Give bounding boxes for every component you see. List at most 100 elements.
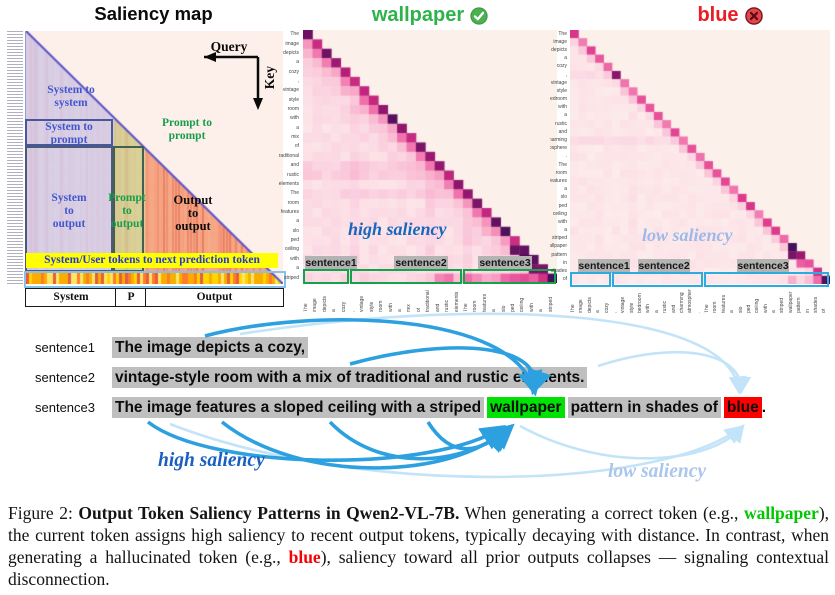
token-label: slo: [737, 306, 744, 313]
token-label: striped: [283, 274, 299, 281]
token-label: room: [287, 106, 299, 113]
region-label-prompt-to-output: Prompt to output: [108, 192, 146, 230]
token-label: a: [296, 218, 299, 225]
token-label: slo: [560, 194, 567, 201]
token-label: ,: [565, 71, 567, 78]
token-label: image: [553, 38, 567, 45]
token-label: depicts: [586, 297, 593, 313]
halluc-token-word: blue: [697, 4, 739, 26]
token-label: striped: [551, 235, 567, 242]
sentence-run-gray: The image depicts a cozy,: [112, 337, 309, 358]
token-label: a: [538, 309, 545, 312]
token-label: ped: [509, 303, 516, 312]
sentence1-row: sentence1 The image depicts a cozy,: [35, 336, 309, 359]
token-label: a: [564, 186, 567, 193]
region-label-system-to-prompt: System to prompt: [45, 121, 93, 146]
correct-group-box-sentence2: [350, 269, 462, 284]
schematic-title: Saliency map: [94, 3, 213, 24]
halluc-group-box-sentence3: [704, 272, 829, 287]
correct-heatmap: [303, 30, 557, 283]
token-label: with: [528, 303, 535, 312]
token-label: shades: [812, 296, 819, 313]
halluc-sentence3-tag: sentence3: [737, 259, 789, 273]
token-label: traditional: [425, 290, 432, 312]
token-label: room: [712, 301, 719, 313]
token-label: a: [564, 112, 567, 119]
token-label: a: [491, 309, 498, 312]
annotation-low-saliency: low saliency: [642, 225, 733, 245]
token-label: mix: [291, 134, 299, 141]
token-label: rustic: [555, 120, 567, 127]
token-label: The: [290, 190, 299, 197]
token-label: features: [280, 209, 299, 215]
token-label: with: [645, 304, 652, 313]
token-label: with: [290, 255, 299, 262]
token-label: rustic: [662, 301, 669, 313]
token-label: of: [562, 276, 567, 283]
token-label: atmosphere: [687, 289, 694, 313]
token-label: cozy: [556, 63, 567, 70]
token-label: slo: [500, 305, 507, 312]
token-label: shades: [550, 268, 567, 275]
token-label: The: [303, 303, 309, 312]
token-label: a: [729, 310, 736, 313]
token-label: charming: [550, 137, 567, 144]
caption-run: blue: [288, 547, 321, 567]
token-label: a: [296, 124, 299, 131]
token-label: a: [564, 55, 567, 62]
token-label: features: [720, 294, 727, 313]
high-saliency-label: high saliency: [158, 450, 265, 471]
token-label: The: [462, 303, 469, 312]
token-label: room: [287, 199, 299, 206]
sentence3-text: The image features a sloped ceiling with…: [112, 397, 766, 418]
halluc-y-token-labels: Theimagedepictsacozy,vintagestylebedroom…: [550, 30, 569, 284]
token-label: pattern: [551, 251, 567, 258]
sentence1-label: sentence1: [35, 340, 95, 355]
region-box-system-to-prompt: [25, 119, 113, 146]
halluc-heatmap: [570, 30, 830, 284]
low-saliency-label: low saliency: [608, 461, 707, 482]
token-label: with: [762, 304, 769, 313]
caption-run: wallpaper: [743, 503, 819, 523]
halluc-x-token-labels: The image depicts a cozy, vintage style bedroom…: [570, 289, 830, 313]
region-label-prompt-to-prompt: Prompt to prompt: [162, 117, 212, 142]
token-label: .: [565, 153, 567, 160]
token-label: bedroom: [550, 96, 567, 103]
token-label: a: [296, 265, 299, 272]
correct-y-token-labels: The image depicts a cozy, vintage style room wit…: [279, 30, 301, 283]
token-label: a: [653, 310, 660, 313]
token-label: striped: [779, 297, 786, 313]
token-label: and: [434, 303, 441, 312]
banner-next-prediction-token: System/User tokens to next prediction to…: [26, 253, 278, 268]
token-label: a: [331, 309, 338, 312]
token-label: with: [558, 218, 567, 225]
token-label: cozy: [288, 68, 299, 75]
token-label: The: [558, 161, 567, 168]
token-label: room: [378, 300, 385, 312]
correct-sentence3-tag: sentence3: [478, 256, 532, 270]
token-label: ,: [297, 77, 299, 84]
schematic-token-tick-labels: [7, 31, 23, 284]
token-label: with: [558, 104, 567, 111]
token-label: ceiling: [552, 210, 567, 217]
sentence3-row: sentence3 The image features a sloped cei…: [35, 396, 766, 419]
halluc-group-box-sentence2: [612, 272, 703, 287]
token-label: rustic: [444, 300, 451, 312]
token-label: ceiling: [519, 297, 526, 312]
halluc-group-box-sentence1: [570, 272, 611, 287]
token-label: pattern: [796, 297, 803, 313]
token-label: room: [472, 300, 479, 312]
sentence-run-green: wallpaper: [487, 397, 565, 418]
caption-run: When generating a correct token (e.g.,: [459, 503, 744, 523]
halluc-sentence1-tag: sentence1: [578, 259, 630, 273]
token-label: mix: [406, 304, 413, 312]
cross-circle-icon: [744, 6, 763, 25]
token-label: style: [368, 301, 375, 312]
correct-panel-title: wallpaper: [303, 4, 557, 27]
sentence-run-gray: vintage-style room with a mix of traditi…: [112, 367, 588, 388]
sentence2-text: vintage-style room with a mix of traditi…: [112, 367, 588, 388]
token-label: image: [312, 298, 319, 312]
token-label: in: [804, 309, 811, 313]
schematic-heatmap: [25, 31, 283, 284]
